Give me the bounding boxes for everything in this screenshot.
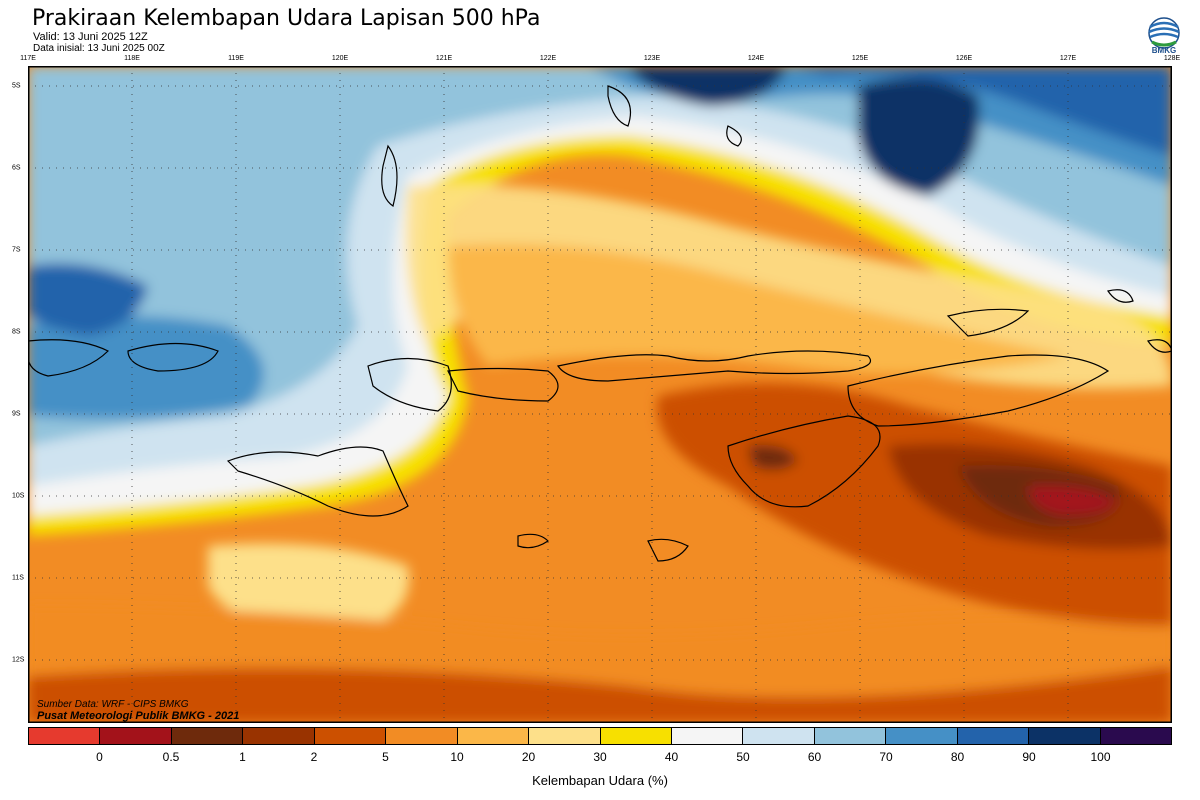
colorbar-segment (529, 728, 601, 744)
lat-label: 11S (12, 574, 24, 582)
lat-label: 9S (12, 410, 21, 418)
lon-label: 122E (539, 55, 557, 62)
colorbar (28, 727, 1172, 745)
colorbar-tick-label: 30 (593, 750, 607, 764)
colorbar-tick-label: 2 (310, 750, 318, 764)
valid-time: Valid: 13 Juni 2025 12Z (33, 31, 148, 43)
lon-label: 121E (435, 55, 453, 62)
colorbar-tick-label: 50 (736, 750, 750, 764)
lat-label: 10S (12, 492, 25, 500)
colorbar-tick-label: 0 (96, 750, 103, 764)
colorbar-tick-label: 100 (1090, 750, 1111, 764)
lon-label: 124E (747, 55, 765, 62)
map-title: Prakiraan Kelembapan Udara Lapisan 500 h… (32, 6, 541, 31)
humidity-map (28, 66, 1172, 723)
colorbar-label: Kelembapan Udara (%) (532, 773, 668, 788)
colorbar-segment (1100, 728, 1171, 744)
colorbar-segment (957, 728, 1030, 744)
colorbar-tick-label: 10 (450, 750, 464, 764)
colorbar-tick-label: 40 (664, 750, 679, 764)
lat-label: 8S (12, 328, 21, 336)
credit-text: Pusat Meteorologi Publik BMKG - 2021 (37, 710, 240, 722)
colorbar-segment (743, 728, 815, 744)
data-source: Sumber Data: WRF - CIPS BMKG (37, 699, 189, 710)
colorbar-tick-label: 90 (1022, 750, 1036, 764)
lat-label: 7S (12, 246, 21, 254)
colorbar-tick-label: 60 (807, 750, 822, 764)
colorbar-segment (886, 728, 958, 744)
colorbar-segment (29, 728, 101, 744)
lon-label: 127E (1059, 55, 1077, 62)
bmkg-logo-icon (1148, 17, 1180, 49)
logo-text: BMKG (1151, 46, 1177, 55)
lon-label: 123E (643, 55, 661, 62)
colorbar-tick-label: 1 (239, 750, 246, 764)
colorbar-segment (814, 728, 887, 744)
humidity-field (28, 66, 1172, 723)
colorbar-tick-label: 0.5 (162, 750, 180, 764)
colorbar-segment (100, 728, 172, 744)
lon-label: 117E (20, 55, 36, 62)
lon-label: 126E (955, 55, 973, 62)
lat-label: 6S (12, 164, 21, 172)
lon-label: 125E (851, 55, 869, 62)
colorbar-segment (1029, 728, 1101, 744)
lat-label: 12S (12, 656, 25, 664)
colorbar-segment (243, 728, 315, 744)
colorbar-tick-label: 20 (521, 750, 536, 764)
lon-label: 119E (228, 55, 244, 62)
lat-label: 5S (12, 82, 21, 90)
lon-label: 118E (124, 55, 140, 62)
colorbar-tick-label: 5 (382, 750, 389, 764)
colorbar-tick-label: 70 (879, 750, 893, 764)
colorbar-segment (457, 728, 530, 744)
coastlines (28, 85, 1172, 562)
initial-data-time: Data inisial: 13 Juni 2025 00Z (33, 43, 165, 54)
colorbar-segment (671, 728, 744, 744)
lon-label: 128E (1163, 55, 1181, 62)
colorbar-tick-label: 80 (950, 750, 965, 764)
colorbar-segment (386, 728, 458, 744)
colorbar-segment (171, 728, 244, 744)
lon-label: 120E (331, 55, 349, 62)
colorbar-segment (314, 728, 387, 744)
colorbar-segment (600, 728, 672, 744)
